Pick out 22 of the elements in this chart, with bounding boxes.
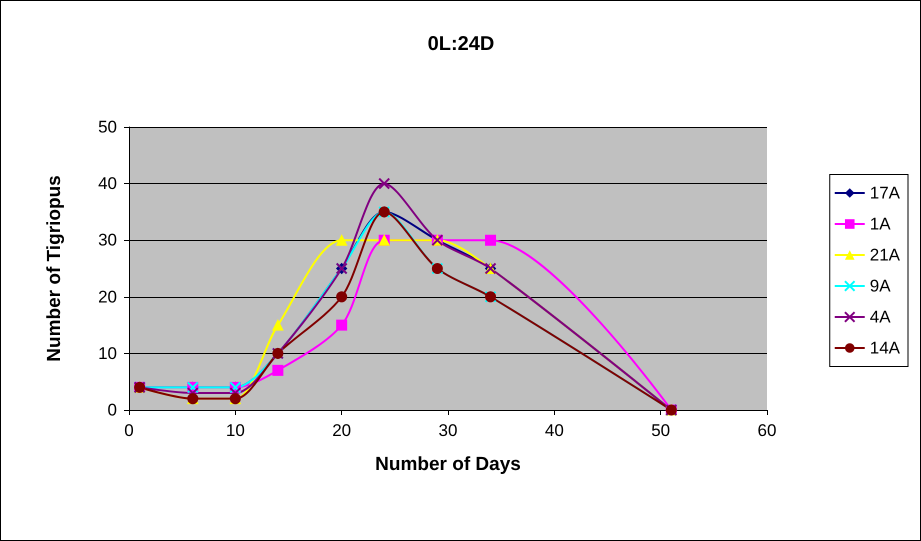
y-tick-label: 50 (98, 118, 117, 136)
x-tick-label: 40 (544, 421, 564, 440)
y-tick-label: 30 (98, 230, 117, 250)
legend-label: 4A (870, 308, 892, 326)
x-tick-label: 20 (332, 421, 352, 440)
y-tick-label: 20 (98, 287, 117, 306)
legend-label: 17A (870, 184, 901, 202)
y-tick-label: 10 (98, 344, 117, 363)
legend-label: 14A (870, 338, 901, 358)
y-tick-label: 40 (98, 174, 117, 194)
x-axis-title: Number of Days (375, 454, 521, 475)
x-tick-label: 0 (124, 421, 134, 440)
chart-title: 0L:24D (428, 33, 494, 55)
x-tick-label: 30 (438, 421, 458, 440)
x-tick-label: 10 (226, 421, 245, 440)
x-tick-label: 60 (758, 421, 776, 440)
y-axis-title: Number of Tigriopus (44, 175, 65, 362)
legend-label: 9A (870, 276, 892, 296)
legend-label: 1A (870, 214, 892, 234)
y-tick-label: 0 (108, 400, 117, 420)
x-tick-label: 50 (651, 421, 670, 440)
legend-label: 21A (870, 246, 901, 264)
